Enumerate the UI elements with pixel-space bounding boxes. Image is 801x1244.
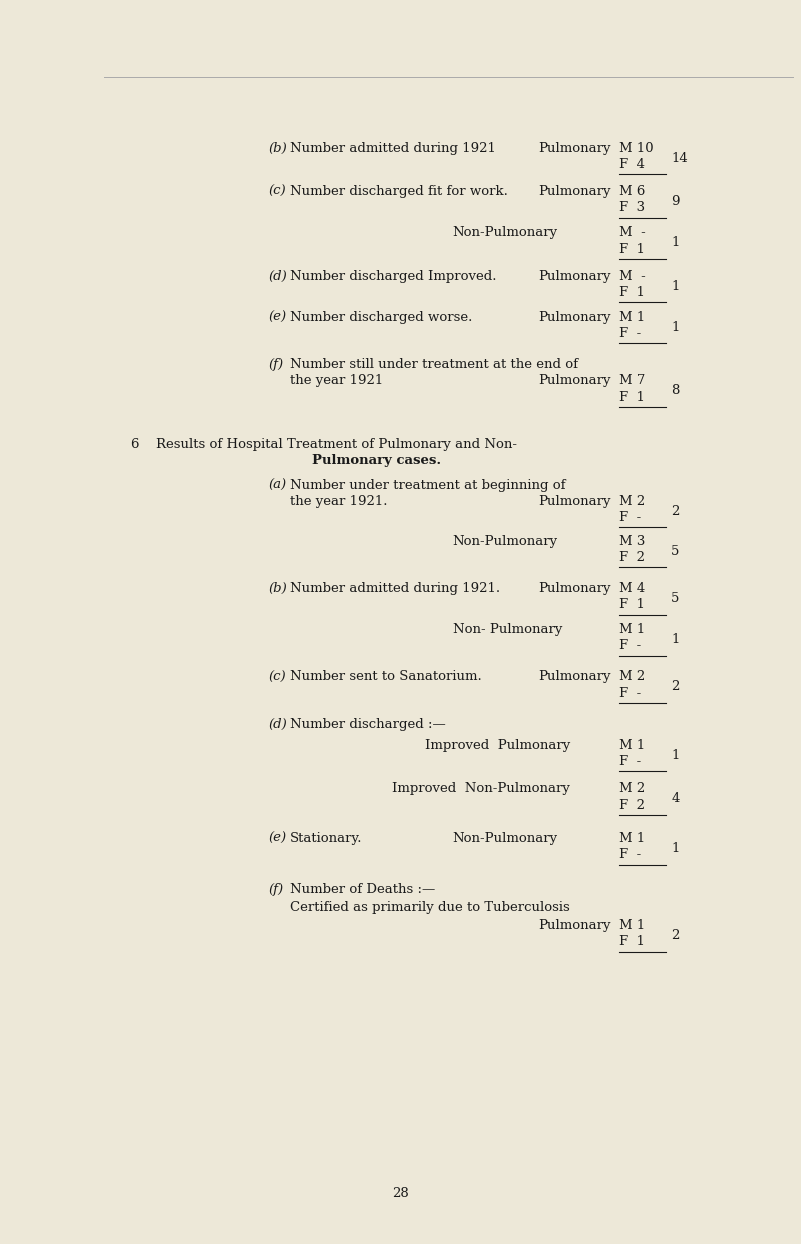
Text: M 2: M 2 — [619, 495, 646, 508]
Text: (f): (f) — [268, 358, 284, 371]
Text: Number sent to Sanatorium.: Number sent to Sanatorium. — [290, 671, 481, 683]
Text: 2: 2 — [671, 505, 679, 518]
Text: M 2: M 2 — [619, 671, 646, 683]
Text: M 1: M 1 — [619, 623, 646, 636]
Text: Number discharged worse.: Number discharged worse. — [290, 311, 473, 323]
Text: M  -: M - — [619, 270, 646, 282]
Text: M 4: M 4 — [619, 582, 646, 595]
Text: (c): (c) — [268, 185, 286, 198]
Text: 1: 1 — [671, 633, 679, 646]
Text: (e): (e) — [268, 832, 287, 845]
Text: F  -: F - — [619, 755, 642, 768]
Text: Certified as primarily due to Tuberculosis: Certified as primarily due to Tuberculos… — [290, 901, 570, 913]
Text: the year 1921: the year 1921 — [290, 374, 383, 387]
Text: (d): (d) — [268, 270, 287, 282]
Text: F  1: F 1 — [619, 243, 645, 255]
Text: F  -: F - — [619, 327, 642, 340]
Text: 1: 1 — [671, 842, 679, 855]
Text: Pulmonary: Pulmonary — [538, 495, 611, 508]
Text: Pulmonary: Pulmonary — [538, 919, 611, 932]
Text: (a): (a) — [268, 479, 287, 491]
Text: Non-Pulmonary: Non-Pulmonary — [453, 832, 557, 845]
Text: M 10: M 10 — [619, 142, 654, 154]
Text: 2: 2 — [671, 929, 679, 942]
Text: M 3: M 3 — [619, 535, 646, 547]
Text: Number admitted during 1921.: Number admitted during 1921. — [290, 582, 500, 595]
Text: 6: 6 — [130, 438, 139, 450]
Text: M 1: M 1 — [619, 832, 646, 845]
Text: M 1: M 1 — [619, 311, 646, 323]
Text: (f): (f) — [268, 883, 284, 896]
Text: 28: 28 — [392, 1187, 409, 1199]
Text: Pulmonary cases.: Pulmonary cases. — [312, 454, 441, 466]
Text: 1: 1 — [671, 749, 679, 761]
Text: 1: 1 — [671, 236, 679, 249]
Text: (b): (b) — [268, 142, 287, 154]
Text: M  -: M - — [619, 226, 646, 239]
Text: M 6: M 6 — [619, 185, 646, 198]
Text: 9: 9 — [671, 195, 680, 208]
Text: Improved  Non-Pulmonary: Improved Non-Pulmonary — [392, 782, 570, 795]
Text: F  1: F 1 — [619, 286, 645, 299]
Text: (b): (b) — [268, 582, 287, 595]
Text: Pulmonary: Pulmonary — [538, 185, 611, 198]
Text: (e): (e) — [268, 311, 287, 323]
Text: Non-Pulmonary: Non-Pulmonary — [453, 226, 557, 239]
Text: F  1: F 1 — [619, 391, 645, 403]
Text: Pulmonary: Pulmonary — [538, 582, 611, 595]
Text: Number still under treatment at the end of: Number still under treatment at the end … — [290, 358, 578, 371]
Text: (d): (d) — [268, 718, 287, 730]
Text: 5: 5 — [671, 545, 679, 557]
Text: F  3: F 3 — [619, 202, 646, 214]
Text: Stationary.: Stationary. — [290, 832, 363, 845]
Text: F  -: F - — [619, 687, 642, 699]
Text: M 2: M 2 — [619, 782, 646, 795]
Text: M 1: M 1 — [619, 919, 646, 932]
Text: M 1: M 1 — [619, 739, 646, 751]
Text: Number under treatment at beginning of: Number under treatment at beginning of — [290, 479, 566, 491]
Text: Number discharged :—: Number discharged :— — [290, 718, 445, 730]
Text: Non-Pulmonary: Non-Pulmonary — [453, 535, 557, 547]
Text: Number discharged Improved.: Number discharged Improved. — [290, 270, 497, 282]
Text: 4: 4 — [671, 792, 679, 805]
Text: 14: 14 — [671, 152, 688, 164]
Text: Results of Hospital Treatment of Pulmonary and Non-: Results of Hospital Treatment of Pulmona… — [156, 438, 517, 450]
Text: 2: 2 — [671, 680, 679, 693]
Text: F  2: F 2 — [619, 799, 645, 811]
Text: F  -: F - — [619, 511, 642, 524]
Text: Number of Deaths :—: Number of Deaths :— — [290, 883, 435, 896]
Text: 8: 8 — [671, 384, 679, 397]
Text: 1: 1 — [671, 321, 679, 333]
Text: F  1: F 1 — [619, 935, 645, 948]
Text: (c): (c) — [268, 671, 286, 683]
Text: Pulmonary: Pulmonary — [538, 270, 611, 282]
Text: Pulmonary: Pulmonary — [538, 311, 611, 323]
Text: F  -: F - — [619, 639, 642, 652]
Text: F  1: F 1 — [619, 598, 645, 611]
Text: M 7: M 7 — [619, 374, 646, 387]
Text: F  -: F - — [619, 848, 642, 861]
Text: Pulmonary: Pulmonary — [538, 671, 611, 683]
Text: Pulmonary: Pulmonary — [538, 142, 611, 154]
Text: Pulmonary: Pulmonary — [538, 374, 611, 387]
Text: Non- Pulmonary: Non- Pulmonary — [453, 623, 562, 636]
Text: 1: 1 — [671, 280, 679, 292]
Text: F  4: F 4 — [619, 158, 645, 170]
Text: F  2: F 2 — [619, 551, 645, 564]
Text: Improved  Pulmonary: Improved Pulmonary — [425, 739, 570, 751]
Text: Number admitted during 1921: Number admitted during 1921 — [290, 142, 496, 154]
Text: the year 1921.: the year 1921. — [290, 495, 388, 508]
Text: Number discharged fit for work.: Number discharged fit for work. — [290, 185, 508, 198]
Text: 5: 5 — [671, 592, 679, 605]
